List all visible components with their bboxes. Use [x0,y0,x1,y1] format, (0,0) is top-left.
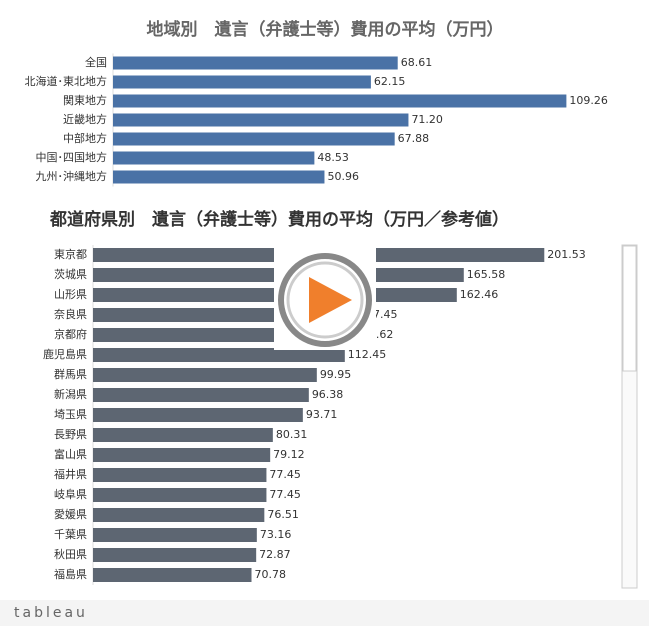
category-label: 山形県 [54,288,87,301]
scrollbar-thumb[interactable] [622,245,637,372]
value-label: 93.71 [306,408,338,421]
play-icon[interactable] [309,277,352,323]
bar [93,348,345,362]
category-label: 埼玉県 [54,407,87,421]
category-label: 富山県 [54,447,87,461]
value-label: 162.46 [460,288,499,301]
value-label: 77.45 [269,488,301,501]
chart-title: 地域別 遺言（弁護士等）費用の平均（万円） [147,19,504,40]
bar [93,528,257,542]
bar [113,94,567,108]
value-label: 71.20 [411,113,443,126]
value-label: 80.31 [276,428,308,441]
category-label: 長野県 [54,428,87,441]
bar [93,448,271,462]
bar [93,508,265,522]
category-label: 福井県 [54,467,87,481]
bar [93,408,303,422]
value-label: 72.87 [259,548,291,561]
category-label: 鹿児島県 [43,347,87,361]
category-label: 秋田県 [54,547,87,561]
category-label: 中部地方 [63,131,107,145]
bar [93,428,273,442]
category-label: 群馬県 [54,367,87,381]
bar [93,388,309,402]
bar [113,113,409,127]
category-label: 全国 [85,55,107,69]
value-label: 62.15 [374,75,406,88]
value-label: 165.58 [467,268,506,281]
category-label: 関東地方 [63,93,107,107]
category-label: 新潟県 [54,387,87,401]
category-label: 京都府 [54,327,87,341]
category-label: 福島県 [54,567,87,581]
bar [113,170,325,184]
category-label: 中国･四国地方 [36,150,108,164]
value-label: 112.45 [348,348,387,361]
value-label: 70.78 [254,568,286,581]
bar [93,548,257,562]
value-label: 48.53 [317,151,349,164]
value-label: 68.61 [401,56,433,69]
category-label: 北海道･東北地方 [25,74,108,88]
value-label: 50.96 [327,170,359,183]
value-label: 77.45 [269,468,301,481]
footer-logo[interactable]: tableau [14,605,88,621]
chart-title: 都道府県別 遺言（弁護士等）費用の平均（万円／参考値） [49,209,509,230]
category-label: 岐阜県 [54,488,87,501]
bar [93,488,267,502]
category-label: 愛媛県 [54,507,87,521]
category-label: 奈良県 [54,307,87,321]
bar [113,132,395,146]
value-label: 79.12 [273,448,305,461]
bar [113,75,371,89]
value-label: 76.51 [267,508,299,521]
bar [93,368,317,382]
value-label: 67.88 [398,132,430,145]
category-label: 九州･沖縄地方 [36,169,108,183]
category-label: 東京都 [54,247,87,261]
value-label: 96.38 [312,388,344,401]
value-label: 99.95 [320,368,352,381]
play-overlay[interactable] [274,248,376,350]
bar [113,151,315,165]
category-label: 千葉県 [54,527,87,541]
value-label: 201.53 [547,248,586,261]
bar [93,568,252,582]
value-label: 73.16 [260,528,292,541]
bar [93,468,267,482]
category-label: 近畿地方 [63,112,107,126]
footer [0,600,649,626]
value-label: 109.26 [569,94,608,107]
bar [113,56,398,70]
category-label: 茨城県 [54,267,87,281]
